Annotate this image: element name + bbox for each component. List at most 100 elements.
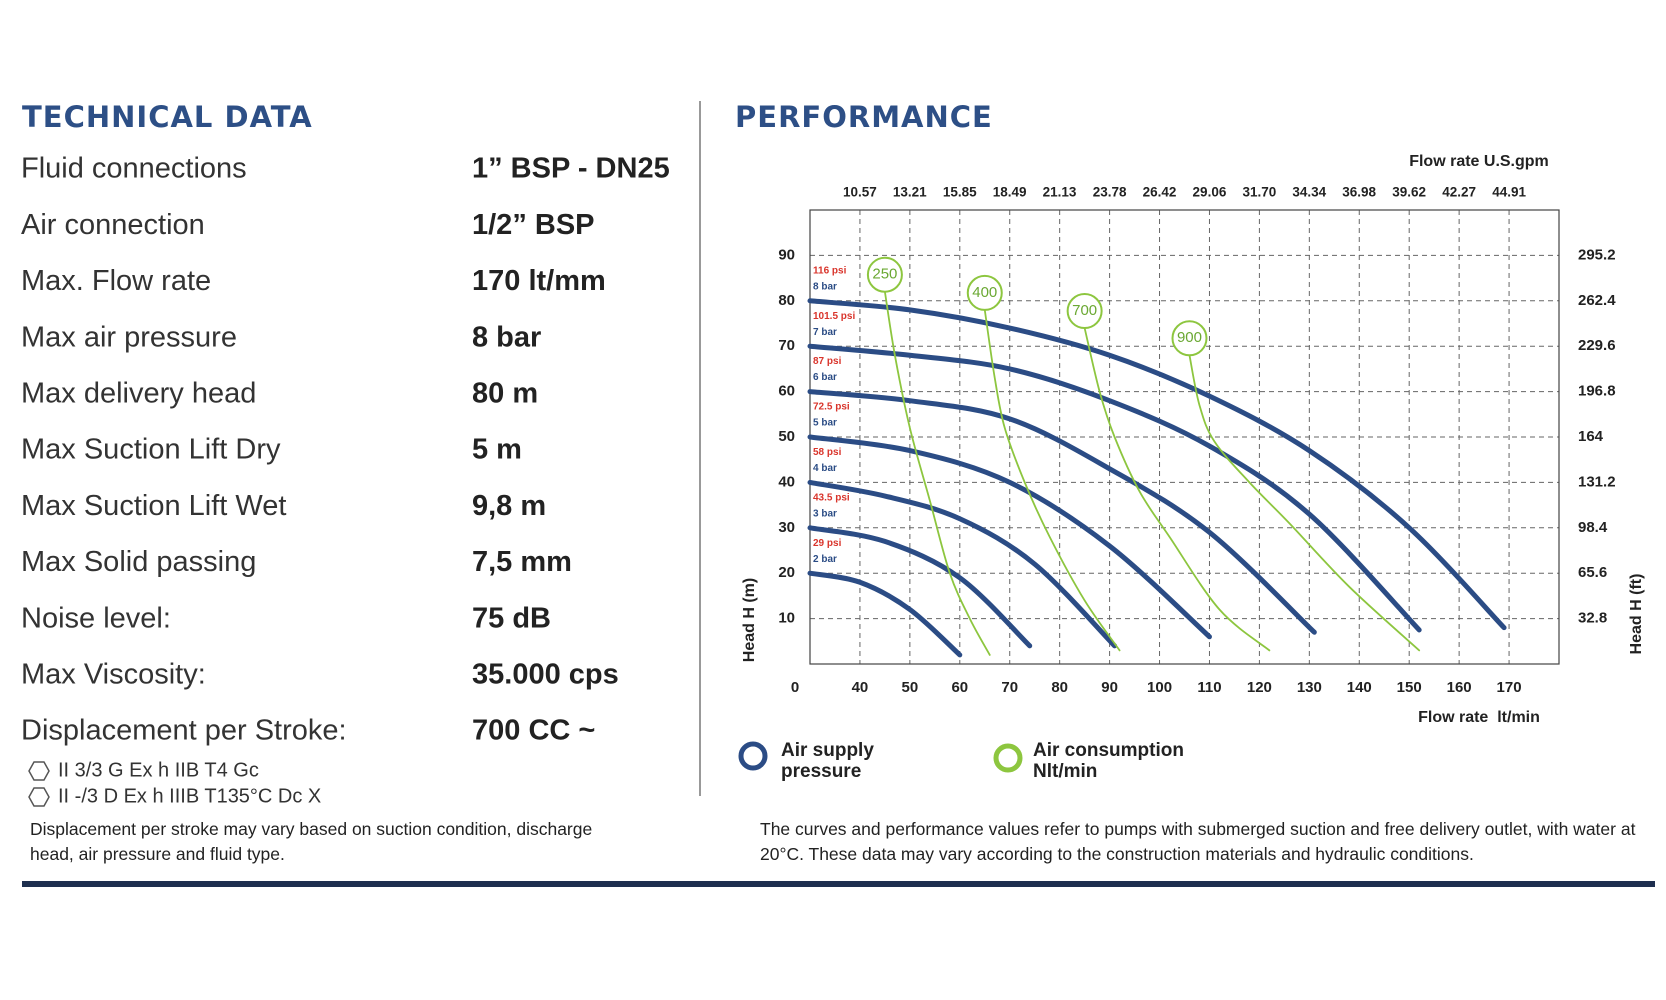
curve-label: 900 [1177, 329, 1202, 346]
row-label: Max Suction Lift Dry [21, 434, 281, 466]
curve-label-ring [1171, 320, 1208, 357]
legend-label: Air supply pressure [781, 740, 874, 782]
row-value: 170 lt/mm [472, 265, 606, 297]
y2-tick-label: 65.6 [1578, 564, 1607, 581]
row-label: Max. Flow rate [21, 265, 211, 297]
y-tick-label: 60 [778, 383, 795, 400]
y-tick-label: 30 [778, 519, 795, 536]
curve [983, 308, 1121, 652]
certification: II -/3 D Ex h IIIB T135°C Dc X [58, 785, 321, 807]
curve-label-ring [1066, 293, 1103, 330]
curve [807, 570, 963, 658]
curve [807, 298, 1507, 631]
section-title: PERFORMANCE [735, 100, 993, 134]
curve [807, 525, 1033, 649]
y2-tick-label: 196.8 [1578, 383, 1616, 400]
curve-psi-label: 29 psi [813, 538, 842, 549]
note: Displacement per stroke may vary based o… [30, 819, 593, 864]
x-tick-label: 110 [1197, 679, 1221, 696]
x2-tick-label: 26.42 [1143, 185, 1177, 200]
curve-label: 700 [1072, 302, 1097, 319]
y-tick-label: 50 [778, 428, 795, 445]
legend-icon [738, 741, 768, 771]
y2-tick-label: 229.6 [1578, 337, 1616, 354]
curve-label: 7 bar [813, 327, 837, 338]
section-title: TECHNICAL DATA [22, 100, 313, 134]
row-label: Max air pressure [21, 321, 237, 353]
note: The curves and performance values refer … [760, 819, 1636, 864]
curve-label-ring [866, 256, 903, 293]
row-value: 5 m [472, 434, 522, 466]
curve-psi-label: 43.5 psi [813, 492, 850, 503]
x2-tick-label: 39.62 [1392, 185, 1426, 200]
y-tick-label: 90 [778, 246, 795, 263]
x2-tick-label: 44.91 [1492, 185, 1526, 200]
curve-label: 3 bar [813, 508, 837, 519]
row-value: 9,8 m [472, 490, 546, 522]
x2-tick-label: 23.78 [1093, 185, 1127, 200]
curve-label: 250 [872, 266, 897, 283]
legend-label: Air consumption Nlt/min [1033, 740, 1184, 782]
y2-tick-label: 262.4 [1578, 292, 1616, 309]
y-tick-label: 20 [778, 564, 795, 581]
axis-title: Flow rate U.S.gpm [1409, 153, 1549, 170]
axis-title: Head H (ft) [1628, 574, 1645, 655]
y-tick-label: 10 [778, 610, 795, 627]
curve [807, 389, 1317, 635]
row-value: 80 m [472, 377, 538, 409]
y2-tick-label: 131.2 [1578, 473, 1616, 490]
x-tick-label: 120 [1247, 679, 1272, 696]
curve-label-ring [966, 274, 1003, 311]
x2-tick-label: 42.27 [1442, 185, 1476, 200]
row-value: 1/2” BSP [472, 209, 595, 241]
row-value: 1” BSP - DN25 [472, 153, 670, 185]
axis-title: Head H (m) [741, 578, 758, 662]
row-label: Max Viscosity: [21, 658, 206, 690]
curve [807, 434, 1212, 640]
row-label: Displacement per Stroke: [21, 715, 347, 747]
x2-tick-label: 18.49 [993, 185, 1027, 200]
x-tick-label: 0 [791, 679, 799, 696]
x2-tick-label: 15.85 [943, 185, 977, 200]
curve-psi-label: 58 psi [813, 447, 842, 458]
row-label: Noise level: [21, 602, 171, 634]
x2-tick-label: 10.57 [843, 185, 877, 200]
x-tick-label: 90 [1101, 679, 1118, 696]
curve [1083, 327, 1271, 652]
axis-title: Flow rate lt/min [1418, 709, 1540, 726]
curve-label: 6 bar [813, 372, 837, 383]
curve-label: 8 bar [813, 281, 837, 292]
legend-icon [993, 743, 1023, 773]
row-label: Fluid connections [21, 153, 247, 185]
x2-tick-label: 31.70 [1242, 185, 1276, 200]
row-label: Air connection [21, 209, 205, 241]
x-tick-label: 70 [1001, 679, 1018, 696]
curve-psi-label: 87 psi [813, 356, 842, 367]
row-value: 8 bar [472, 321, 541, 353]
row-value: 7,5 mm [472, 546, 572, 578]
x-tick-label: 100 [1147, 679, 1172, 696]
certification: II 3/3 G Ex h IIB T4 Gc [58, 759, 259, 781]
x-tick-label: 140 [1347, 679, 1372, 696]
curve [1188, 354, 1421, 652]
bottom-bar [22, 881, 1655, 887]
x2-tick-label: 13.21 [893, 185, 927, 200]
curve-psi-label: 116 psi [813, 265, 847, 276]
y-tick-label: 80 [778, 292, 795, 309]
curve-label: 4 bar [813, 463, 837, 474]
ex-icon [28, 761, 50, 807]
curve-label: 2 bar [813, 554, 837, 565]
curve-label: 400 [972, 284, 997, 301]
x-tick-label: 40 [852, 679, 869, 696]
row-label: Max delivery head [21, 377, 256, 409]
curve-label: 5 bar [813, 418, 837, 429]
y2-tick-label: 32.8 [1578, 610, 1607, 627]
x-tick-label: 80 [1051, 679, 1068, 696]
curve [807, 343, 1422, 633]
row-value: 700 CC ~ [472, 715, 595, 747]
x-tick-label: 60 [951, 679, 968, 696]
row-value: 35.000 cps [472, 658, 619, 690]
x-tick-label: 170 [1497, 679, 1522, 696]
x2-tick-label: 21.13 [1043, 185, 1077, 200]
